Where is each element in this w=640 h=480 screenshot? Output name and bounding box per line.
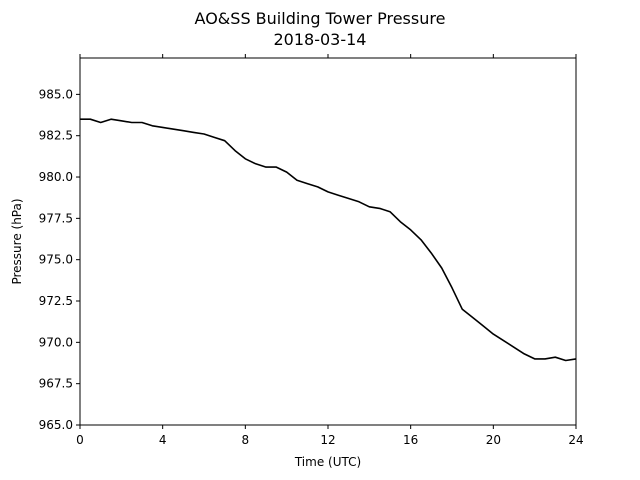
y-tick-label: 982.5 [39,129,73,143]
y-tick-label: 967.5 [39,377,73,391]
x-tick-label: 16 [403,433,418,447]
y-tick-label: 985.0 [39,87,73,101]
pressure-series-line [80,118,577,362]
y-tick-label: 972.5 [39,294,73,308]
y-tick-label: 975.0 [39,253,73,267]
y-tick-label: 977.5 [39,211,73,225]
x-tick-label: 0 [76,433,84,447]
chart-subtitle: 2018-03-14 [274,30,367,49]
x-axis: 0 4 8 12 16 20 24 [76,54,584,447]
y-tick-label: 980.0 [39,170,73,184]
plot-frame [79,57,577,426]
x-tick-label: 20 [486,433,501,447]
y-tick-label: 965.0 [39,418,73,432]
x-tick-label: 4 [159,433,167,447]
y-axis: 965.0 967.5 970.0 972.5 975.0 977.5 980.0 982.5… [39,87,80,432]
chart-title: AO&SS Building Tower Pressure [195,9,446,28]
x-tick-label: 24 [568,433,583,447]
x-tick-label: 8 [242,433,250,447]
x-axis-label: Time (UTC) [294,455,361,469]
x-tick-label: 12 [320,433,335,447]
y-axis-label: Pressure (hPa) [10,198,24,284]
y-tick-label: 970.0 [39,335,73,349]
